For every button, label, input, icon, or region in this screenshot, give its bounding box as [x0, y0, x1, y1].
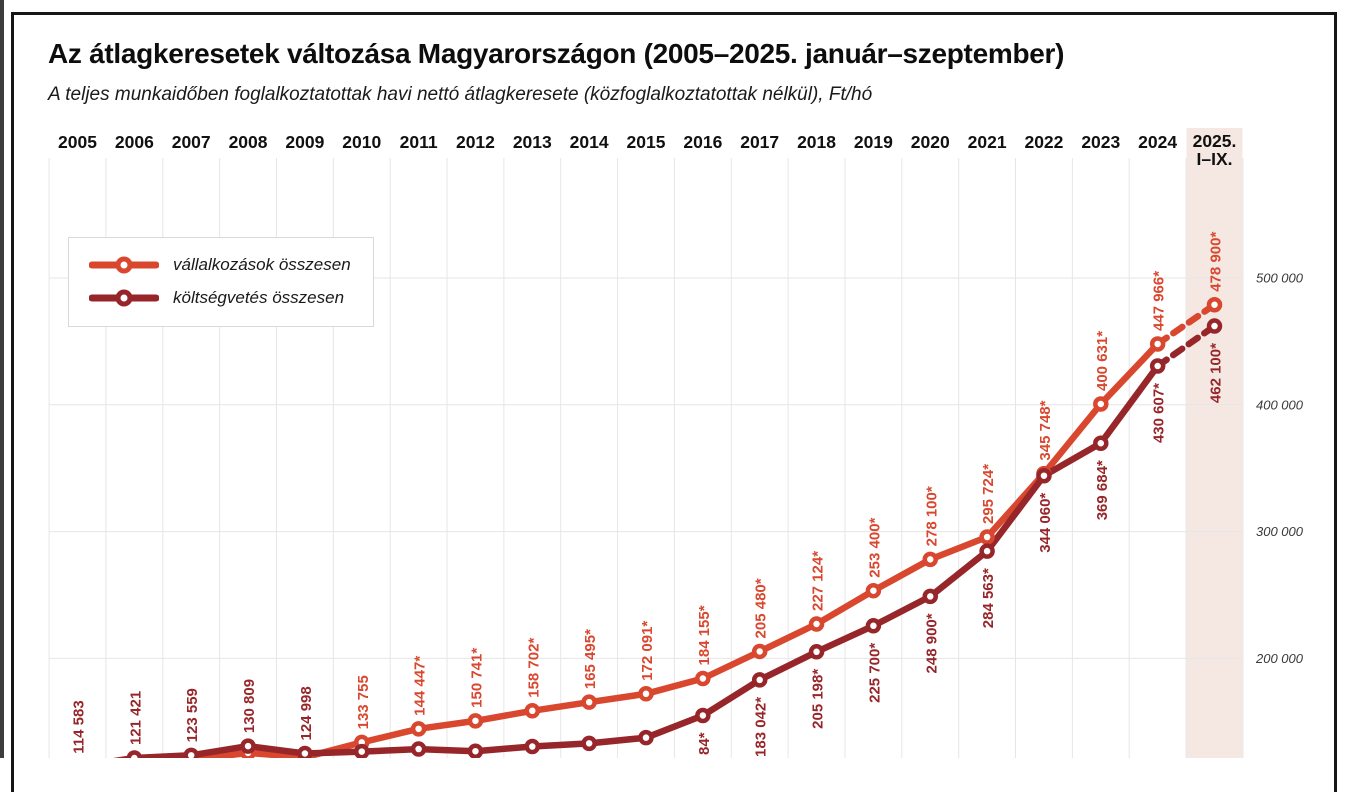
svg-text:123 559: 123 559 [184, 688, 201, 742]
svg-text:114 583: 114 583 [71, 700, 88, 753]
svg-text:121 421: 121 421 [127, 691, 144, 745]
svg-text:172 091*: 172 091* [639, 621, 656, 681]
svg-text:300 000: 300 000 [1256, 524, 1304, 539]
svg-text:295 724*: 295 724* [980, 464, 997, 524]
earnings-line-chart: 133 755 144 447* 150 741* 158 702* 165 495* 1… [48, 128, 1304, 758]
svg-text:84*: 84* [696, 732, 713, 755]
svg-text:150 741*: 150 741* [468, 648, 485, 708]
svg-text:2009: 2009 [285, 132, 324, 152]
left-edge-strip [0, 0, 4, 758]
svg-text:2015: 2015 [627, 132, 666, 152]
legend: vállalkozások összesen költségvetés össz… [68, 237, 374, 327]
svg-text:500 000: 500 000 [1256, 271, 1304, 286]
legend-item-budget: költségvetés összesen [89, 281, 359, 314]
svg-text:130 809: 130 809 [241, 679, 258, 733]
svg-text:2020: 2020 [911, 132, 950, 152]
svg-text:2018: 2018 [797, 132, 836, 152]
line-marker-icon [89, 289, 159, 306]
svg-text:2011: 2011 [400, 132, 438, 152]
chart-subtitle: A teljes munkaidőben foglalkoztatottak h… [48, 84, 873, 105]
svg-text:2021: 2021 [968, 132, 1007, 152]
svg-text:344 060*: 344 060* [1037, 493, 1054, 553]
svg-text:144 447*: 144 447* [412, 656, 429, 716]
svg-text:278 100*: 278 100* [923, 486, 940, 546]
svg-text:2008: 2008 [229, 132, 268, 152]
svg-text:2024: 2024 [1138, 132, 1177, 152]
legend-item-label: költségvetés összesen [173, 287, 345, 307]
svg-text:133 755: 133 755 [355, 675, 372, 729]
svg-text:184 155*: 184 155* [696, 605, 713, 665]
svg-text:2016: 2016 [683, 132, 722, 152]
svg-text:124 998: 124 998 [298, 686, 315, 740]
svg-text:462 100*: 462 100* [1208, 343, 1225, 403]
svg-text:2010: 2010 [342, 132, 381, 152]
svg-text:2012: 2012 [456, 132, 495, 152]
svg-text:205 480*: 205 480* [753, 578, 770, 638]
svg-text:248 900*: 248 900* [923, 613, 940, 673]
svg-text:227 124*: 227 124* [810, 551, 827, 611]
svg-text:2023: 2023 [1081, 132, 1120, 152]
svg-text:2014: 2014 [570, 132, 609, 152]
svg-text:2025.I–IX.: 2025. I–IX. [1193, 131, 1237, 169]
svg-text:165 495*: 165 495* [582, 629, 599, 689]
svg-text:284 563*: 284 563* [980, 568, 997, 628]
svg-text:369 684*: 369 684* [1094, 460, 1111, 520]
svg-text:183 042*: 183 042* [753, 697, 770, 757]
svg-text:205 198*: 205 198* [810, 669, 827, 729]
svg-text:478 900*: 478 900* [1208, 232, 1225, 292]
svg-text:2022: 2022 [1024, 132, 1063, 152]
chart-title: Az átlagkeresetek változása Magyarország… [48, 38, 1065, 69]
svg-text:430 607*: 430 607* [1151, 383, 1168, 443]
legend-item-label: vállalkozások összesen [173, 254, 351, 274]
svg-text:447 966*: 447 966* [1151, 271, 1168, 331]
svg-text:225 700*: 225 700* [866, 643, 883, 703]
svg-text:2007: 2007 [172, 132, 211, 152]
svg-text:345 748*: 345 748* [1037, 400, 1054, 460]
svg-text:2019: 2019 [854, 132, 893, 152]
svg-text:400 000: 400 000 [1256, 397, 1304, 412]
svg-text:2006: 2006 [115, 132, 154, 152]
svg-text:158 702*: 158 702* [525, 638, 542, 698]
svg-text:2017: 2017 [740, 132, 779, 152]
svg-text:2005: 2005 [58, 132, 97, 152]
svg-text:200 000: 200 000 [1255, 651, 1304, 666]
legend-item-business: vállalkozások összesen [89, 248, 359, 281]
svg-text:2013: 2013 [513, 132, 552, 152]
line-marker-icon [89, 256, 159, 273]
svg-text:253 400*: 253 400* [866, 517, 883, 577]
svg-text:400 631*: 400 631* [1094, 331, 1111, 391]
